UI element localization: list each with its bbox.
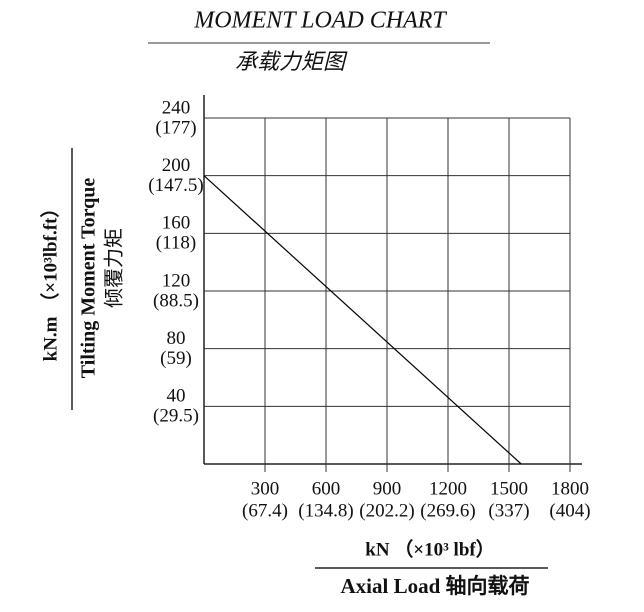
x-tick-label: 600 <box>312 478 341 499</box>
load-line <box>203 175 522 465</box>
x-axis-units: kN （×10³ lbf） <box>365 537 494 560</box>
x-tick-label: 1500 <box>490 478 528 499</box>
y-tick-sublabel: (118) <box>156 233 196 254</box>
y-tick-label: 240 <box>162 97 191 118</box>
x-tick-sublabel: (134.8) <box>298 500 353 521</box>
y-tick-sublabel: (59) <box>160 348 192 369</box>
x-tick-sublabel: (67.4) <box>242 500 288 521</box>
chart-subtitle: 承载力矩图 <box>235 49 348 74</box>
x-tick-label: 900 <box>373 478 402 499</box>
x-tick-sublabel: (337) <box>488 500 529 521</box>
x-tick-sublabel: (202.2) <box>359 500 414 521</box>
y-axis-title-cn: 倾覆力矩 <box>103 228 126 308</box>
x-tick-label: 1200 <box>429 478 467 499</box>
chart-title: MOMENT LOAD CHART <box>193 8 447 34</box>
y-tick-sublabel: (88.5) <box>153 290 199 311</box>
y-tick-sublabel: (177) <box>155 117 196 138</box>
x-tick-sublabel: (404) <box>549 500 590 521</box>
y-axis-units: kN.m （×10³lbf.ft） <box>38 199 61 362</box>
y-axis-title: Tilting Moment Torque <box>78 178 100 379</box>
y-tick-label: 200 <box>162 155 191 176</box>
y-tick-label: 160 <box>162 213 191 234</box>
y-tick-label: 40 <box>167 386 186 407</box>
x-tick-sublabel: (269.6) <box>420 500 475 521</box>
x-axis-title: Axial Load 轴向载荷 <box>340 574 529 598</box>
y-tick-sublabel: (147.5) <box>148 175 203 196</box>
y-tick-label: 80 <box>167 328 186 349</box>
y-tick-sublabel: (29.5) <box>153 406 199 427</box>
x-tick-label: 1800 <box>551 478 589 499</box>
y-tick-label: 120 <box>162 270 191 291</box>
x-tick-label: 300 <box>251 478 280 499</box>
